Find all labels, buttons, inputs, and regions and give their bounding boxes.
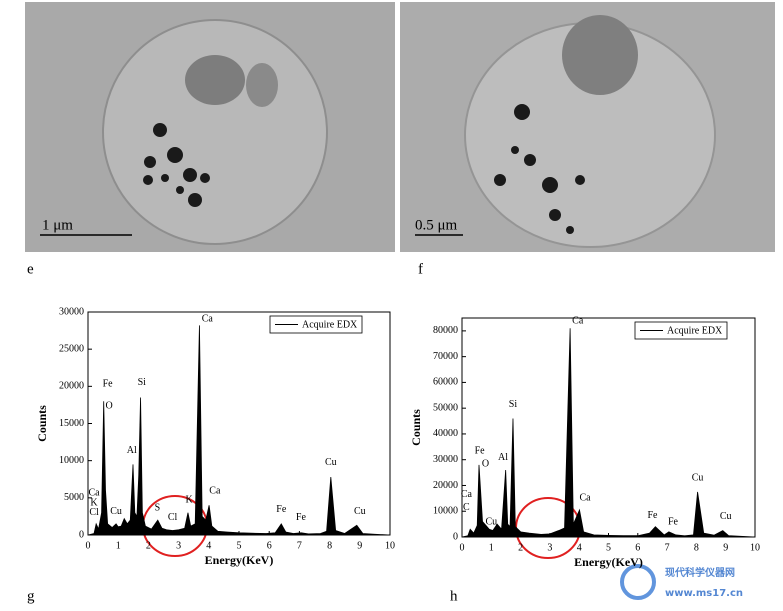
y-tick-label: 30000 (59, 306, 84, 317)
peak-label: Cl (168, 512, 178, 523)
plot-frame (87, 311, 391, 536)
scale-bar-label: 1 μm (42, 217, 73, 233)
spectrum-area (461, 328, 756, 538)
x-tick-label: 3 (176, 540, 181, 551)
peak-label: Fe (475, 445, 486, 456)
y-tick-label: 10000 (59, 455, 84, 466)
peak-label: Cu (354, 506, 366, 517)
watermark-name: 现代科学仪器网 (665, 566, 735, 579)
y-tick-label: 5000 (64, 492, 84, 503)
y-tick-label: 50000 (433, 402, 458, 413)
x-tick-label: 6 (635, 542, 640, 553)
x-tick-label: 8 (694, 542, 699, 553)
peak-label: Si (138, 377, 147, 388)
scale-bar-label: 0.5 μm (415, 217, 458, 233)
panel-label: h (450, 588, 458, 604)
x-axis-title: Energy(KeV) (205, 553, 274, 567)
peak-label: C (463, 502, 470, 513)
panel-label: e (27, 261, 34, 277)
x-tick-label: 6 (267, 540, 272, 551)
peak-label: Al (127, 445, 137, 456)
y-tick-label: 0 (79, 529, 84, 540)
peak-label: Ca (202, 314, 214, 325)
peak-label: Fe (668, 516, 679, 527)
peak-label: Fe (296, 512, 307, 523)
y-tick-label: 60000 (433, 377, 458, 388)
peak-label: O (106, 401, 113, 412)
peak-label: Al (498, 452, 508, 463)
x-tick-label: 2 (518, 542, 523, 553)
panel-label: f (418, 261, 423, 277)
legend-box (269, 315, 363, 334)
y-tick-label: 25000 (59, 343, 84, 354)
peak-label: Ca (572, 315, 584, 326)
x-tick-label: 10 (750, 542, 760, 553)
spectrum-area (87, 325, 391, 536)
y-tick-label: 15000 (59, 418, 84, 429)
x-tick-label: 5 (606, 542, 611, 553)
x-tick-label: 9 (357, 540, 362, 551)
y-tick-label: 40000 (433, 428, 458, 439)
y-tick-label: 10000 (433, 506, 458, 517)
legend-label: Acquire EDX (667, 325, 723, 336)
peak-label: Cu (110, 506, 122, 517)
x-tick-label: 2 (146, 540, 151, 551)
peak-label: Fe (276, 504, 287, 515)
peak-label: Cu (485, 516, 497, 527)
peak-label: Si (509, 399, 518, 410)
peak-label: S (155, 502, 161, 513)
x-tick-label: 0 (86, 540, 91, 551)
panel-label: g (27, 588, 35, 604)
x-tick-label: 10 (385, 540, 395, 551)
x-tick-label: 9 (723, 542, 728, 553)
peak-label: K (90, 497, 98, 508)
x-tick-label: 8 (327, 540, 332, 551)
x-tick-label: 7 (665, 542, 670, 553)
y-axis-title: Counts (35, 405, 49, 442)
x-tick-label: 1 (116, 540, 121, 551)
peak-label: K (186, 494, 194, 505)
peak-label: Fe (647, 510, 658, 521)
x-tick-label: 5 (237, 540, 242, 551)
peak-label: Cu (692, 472, 704, 483)
y-tick-label: 20000 (433, 480, 458, 491)
peak-label: Ca (461, 489, 473, 500)
peak-label: Ca (88, 488, 100, 499)
peak-label: Fe (103, 378, 114, 389)
y-tick-label: 70000 (433, 351, 458, 362)
x-axis-title: Energy(KeV) (574, 555, 643, 569)
y-tick-label: 20000 (59, 381, 84, 392)
watermark: 现代科学仪器网 www.ms17.cn (620, 564, 743, 600)
micrograph-f: 0.5 μm (400, 2, 775, 252)
y-tick-label: 30000 (433, 454, 458, 465)
watermark-url: www.ms17.cn (665, 588, 743, 599)
y-tick-label: 80000 (433, 325, 458, 336)
plot-frame (461, 317, 756, 538)
peak-label: Ca (209, 485, 221, 496)
x-tick-label: 7 (297, 540, 302, 551)
legend-box (634, 321, 728, 340)
y-axis-title: Counts (409, 409, 423, 446)
peak-label: Cu (325, 457, 337, 468)
peak-label: Ca (580, 492, 592, 503)
x-tick-label: 0 (460, 542, 465, 553)
y-tick-label: 0 (453, 531, 458, 542)
x-tick-label: 1 (489, 542, 494, 553)
x-tick-label: 4 (577, 542, 582, 553)
legend-label: Acquire EDX (302, 319, 358, 330)
x-tick-label: 4 (206, 540, 211, 551)
peak-label: Cl (89, 507, 99, 518)
x-tick-label: 3 (547, 542, 552, 553)
micrograph-e: 1 μm (25, 2, 395, 252)
peak-label: Cu (720, 511, 732, 522)
peak-label: O (482, 458, 489, 469)
